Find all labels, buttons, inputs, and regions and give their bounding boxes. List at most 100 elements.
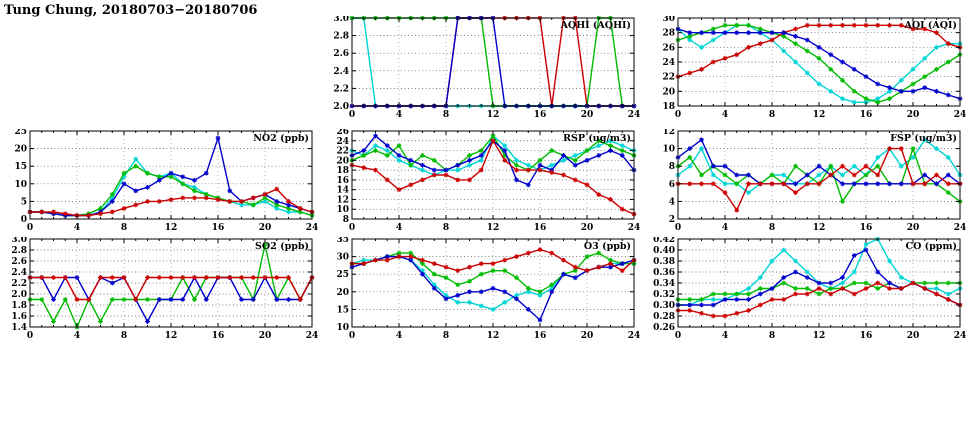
svg-text:12: 12 xyxy=(336,195,349,205)
svg-text:SO2 (ppb): SO2 (ppb) xyxy=(255,241,309,252)
svg-text:20: 20 xyxy=(907,331,920,341)
svg-text:CO (ppm): CO (ppm) xyxy=(906,241,957,252)
svg-text:16: 16 xyxy=(534,331,547,341)
svg-text:8: 8 xyxy=(343,215,349,225)
svg-text:4: 4 xyxy=(396,331,402,341)
svg-text:30: 30 xyxy=(336,253,349,263)
svg-text:15: 15 xyxy=(14,162,27,172)
svg-text:16: 16 xyxy=(860,110,873,120)
svg-text:8: 8 xyxy=(121,331,127,341)
svg-text:12: 12 xyxy=(813,331,826,341)
svg-text:30: 30 xyxy=(662,16,675,24)
svg-text:12: 12 xyxy=(813,110,826,120)
svg-text:AQI (AQI): AQI (AQI) xyxy=(904,20,957,31)
chart-fsp: 0 4 8 12 16 20 24 2 4 6 8 10 12 FSP (ug/m3) xyxy=(648,129,968,235)
svg-text:0: 0 xyxy=(27,331,33,341)
svg-text:8: 8 xyxy=(443,110,449,120)
svg-text:8: 8 xyxy=(769,110,775,120)
chart-canvas: 0 4 8 12 16 20 24 0 5 10 15 20 25 NO2 (ppb) xyxy=(14,129,319,233)
svg-text:2.2: 2.2 xyxy=(333,84,349,94)
svg-text:20: 20 xyxy=(907,223,920,233)
svg-text:20: 20 xyxy=(907,110,920,120)
page-title: Tung Chung, 20180703−20180706 xyxy=(4,3,258,18)
svg-text:4: 4 xyxy=(396,223,402,233)
svg-text:2.0: 2.0 xyxy=(333,102,349,112)
svg-text:24: 24 xyxy=(306,331,319,341)
svg-text:RSP (ug/m3): RSP (ug/m3) xyxy=(563,133,631,144)
svg-text:0: 0 xyxy=(349,223,355,233)
svg-text:4: 4 xyxy=(74,331,80,341)
svg-text:12: 12 xyxy=(662,129,675,137)
svg-text:0: 0 xyxy=(675,223,681,233)
svg-text:24: 24 xyxy=(628,110,641,120)
svg-text:2.8: 2.8 xyxy=(11,246,27,256)
svg-text:0.30: 0.30 xyxy=(653,301,675,311)
svg-text:16: 16 xyxy=(212,223,225,233)
svg-text:0: 0 xyxy=(21,215,27,225)
svg-text:2.6: 2.6 xyxy=(333,49,349,59)
svg-text:26: 26 xyxy=(336,129,349,137)
chart-so2: 0 4 8 12 16 20 24 1.4 1.6 1.8 2.0 2.2 2.4 2.6 2.8 3.0 SO… xyxy=(0,237,320,343)
svg-text:20: 20 xyxy=(581,110,594,120)
svg-text:10: 10 xyxy=(336,205,349,215)
svg-text:2.8: 2.8 xyxy=(333,32,349,42)
svg-text:2.4: 2.4 xyxy=(333,67,349,77)
svg-text:20: 20 xyxy=(259,331,272,341)
svg-text:16: 16 xyxy=(860,331,873,341)
svg-text:10: 10 xyxy=(662,145,675,155)
svg-text:20: 20 xyxy=(662,87,675,97)
chart-no2: 0 4 8 12 16 20 24 0 5 10 15 20 25 NO2 (ppb) xyxy=(0,129,320,235)
svg-text:24: 24 xyxy=(954,223,967,233)
svg-text:10: 10 xyxy=(336,323,349,333)
svg-text:22: 22 xyxy=(336,147,349,157)
chart-canvas: 0 4 8 12 16 20 24 1.41.61.82.02.22.42.62.83.0 SO… xyxy=(11,237,319,341)
svg-text:24: 24 xyxy=(628,223,641,233)
chart-aqi: 0 4 8 12 16 20 24 18 20 22 24 26 28 30 AQI (AQI) xyxy=(648,16,968,122)
svg-text:12: 12 xyxy=(487,110,500,120)
svg-text:0: 0 xyxy=(349,331,355,341)
svg-text:1.8: 1.8 xyxy=(11,301,27,311)
svg-text:0: 0 xyxy=(675,110,681,120)
chart-rsp: 0 4 8 12 16 20 24 8 10 12 14 16 18 20 22 24 26 RSP (ug/m3… xyxy=(322,129,642,235)
svg-text:6: 6 xyxy=(669,180,675,190)
svg-text:24: 24 xyxy=(662,58,675,68)
svg-text:12: 12 xyxy=(813,223,826,233)
svg-text:16: 16 xyxy=(212,331,225,341)
svg-text:20: 20 xyxy=(14,145,27,155)
svg-text:2.2: 2.2 xyxy=(11,279,27,289)
svg-text:0.32: 0.32 xyxy=(653,290,675,300)
chart-o3: 0 4 8 12 16 20 24 10 15 20 25 30 35 O3 (ppb) xyxy=(322,237,642,343)
svg-text:12: 12 xyxy=(487,223,500,233)
svg-text:12: 12 xyxy=(487,331,500,341)
svg-text:24: 24 xyxy=(628,331,641,341)
svg-text:NO2 (ppb): NO2 (ppb) xyxy=(253,133,309,144)
svg-text:4: 4 xyxy=(722,223,728,233)
chart-canvas: 0 4 8 12 16 20 24 18 20 22 24 26 28 30 AQI (AQI) xyxy=(662,16,966,120)
chart-canvas: 0 4 8 12 16 20 240.260.280.300.320.340.360.380… xyxy=(653,237,966,341)
svg-text:22: 22 xyxy=(662,73,675,83)
svg-text:0: 0 xyxy=(675,331,681,341)
svg-text:2: 2 xyxy=(669,215,675,225)
svg-text:26: 26 xyxy=(662,43,675,53)
svg-text:0.26: 0.26 xyxy=(653,323,675,333)
svg-text:24: 24 xyxy=(306,223,319,233)
svg-text:4: 4 xyxy=(722,110,728,120)
svg-text:0: 0 xyxy=(27,223,33,233)
chart-canvas: 0 4 8 12 16 20 24 2.0 2.2 2.4 2.6 2.8 3.0 AQHI (AQHI) xyxy=(333,16,641,120)
svg-text:4: 4 xyxy=(722,331,728,341)
svg-text:12: 12 xyxy=(165,331,178,341)
svg-text:8: 8 xyxy=(443,223,449,233)
svg-text:8: 8 xyxy=(769,223,775,233)
svg-text:28: 28 xyxy=(662,29,675,39)
svg-text:20: 20 xyxy=(336,156,349,166)
svg-text:16: 16 xyxy=(860,223,873,233)
svg-text:20: 20 xyxy=(581,223,594,233)
svg-text:O3 (ppb): O3 (ppb) xyxy=(584,241,631,252)
svg-text:20: 20 xyxy=(336,288,349,298)
svg-text:18: 18 xyxy=(336,166,349,176)
svg-text:2.0: 2.0 xyxy=(11,290,27,300)
svg-text:20: 20 xyxy=(581,331,594,341)
svg-text:0: 0 xyxy=(349,110,355,120)
svg-text:4: 4 xyxy=(396,110,402,120)
svg-text:2.4: 2.4 xyxy=(11,268,27,278)
